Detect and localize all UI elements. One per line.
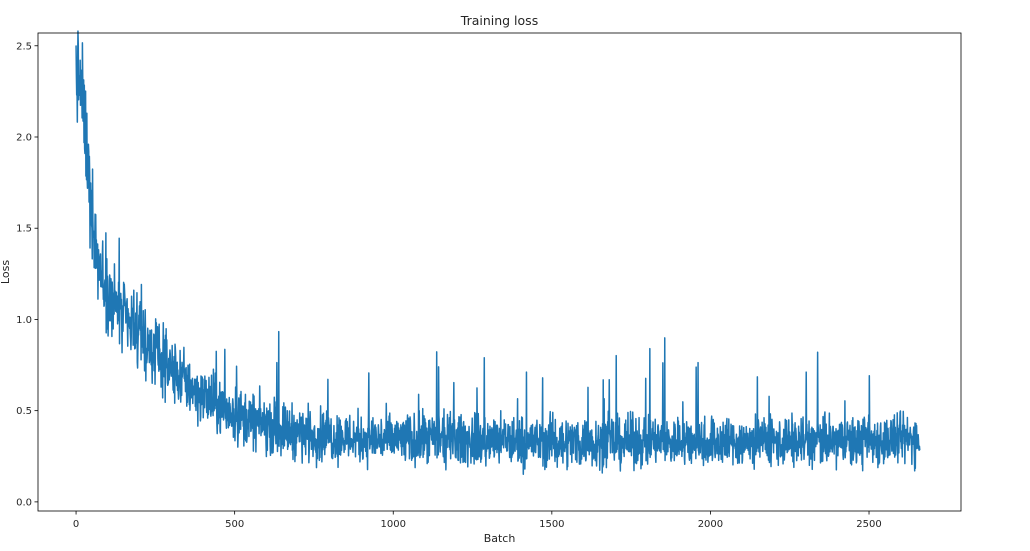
y-axis-label: Loss xyxy=(0,260,12,284)
x-tick-label: 2000 xyxy=(698,519,723,530)
plot-frame xyxy=(37,32,962,512)
x-axis: 0 500 1000 1500 2000 2500 xyxy=(73,511,882,530)
x-tick-label: 1000 xyxy=(381,519,406,530)
y-tick-label: 1.0 xyxy=(16,315,32,326)
chart-title: Training loss xyxy=(460,13,538,28)
x-tick-label: 0 xyxy=(73,519,79,530)
y-tick-label: 0.5 xyxy=(16,406,32,417)
y-tick-label: 1.5 xyxy=(16,224,32,235)
y-tick-label: 2.0 xyxy=(16,132,32,143)
x-tick-label: 1500 xyxy=(539,519,564,530)
y-axis: 0.0 0.5 1.0 1.5 2.0 2.5 xyxy=(16,41,38,508)
plot-area xyxy=(75,30,921,476)
x-tick-label: 500 xyxy=(225,519,244,530)
loss-series-line xyxy=(75,30,921,476)
x-tick-label: 2500 xyxy=(856,519,881,530)
x-axis-label: Batch xyxy=(484,532,516,545)
y-tick-label: 0.0 xyxy=(16,497,32,508)
y-tick-label: 2.5 xyxy=(16,41,32,52)
